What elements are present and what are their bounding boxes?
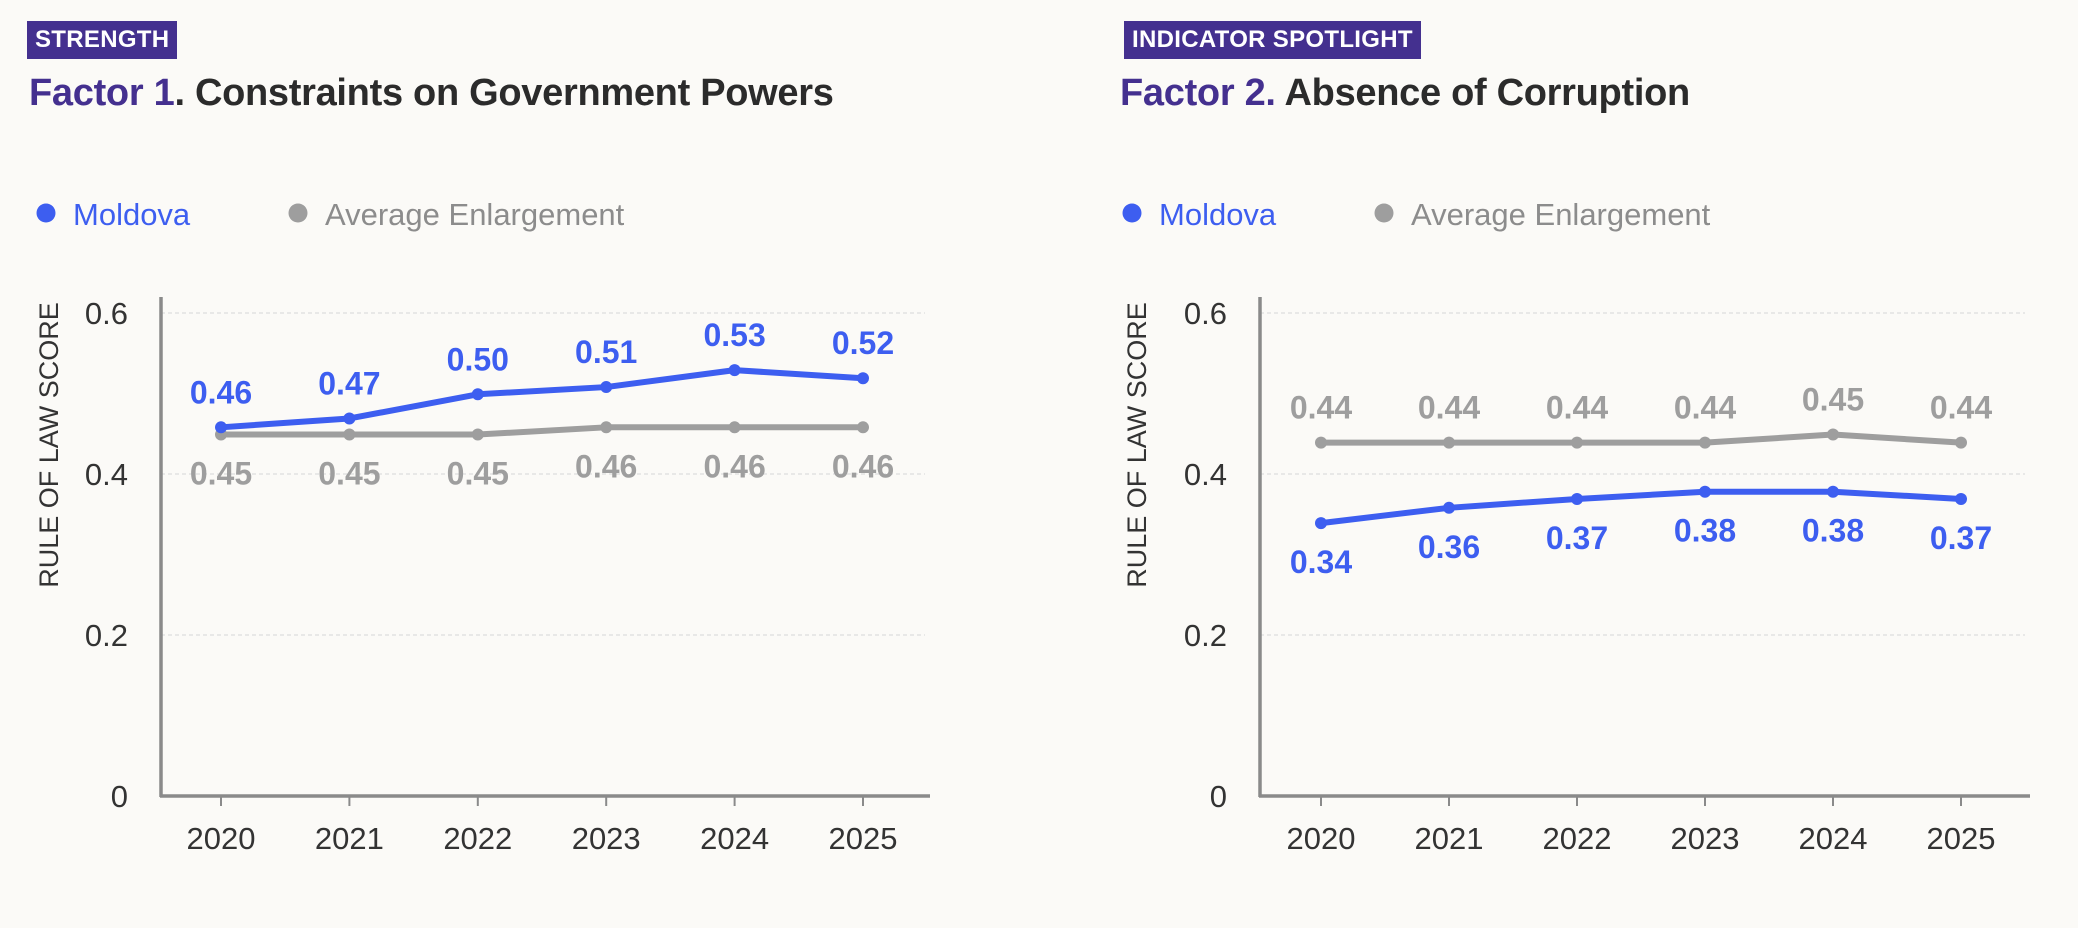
data-point-average xyxy=(1955,436,1967,449)
data-label-average: 0.46 xyxy=(832,448,894,484)
chart-panel-factor-2: INDICATOR SPOTLIGHT Factor 2. Absence of… xyxy=(1100,0,2078,928)
data-point-moldova xyxy=(857,372,869,385)
legend-label-moldova: Moldova xyxy=(73,197,191,232)
data-point-average xyxy=(857,421,869,434)
data-label-average: 0.44 xyxy=(1290,390,1352,426)
y-tick-label: 0 xyxy=(1210,779,1227,814)
title-rest: Absence of Corruption xyxy=(1275,72,1691,114)
data-label-moldova: 0.38 xyxy=(1802,513,1864,549)
chart-title: Factor 1. Constraints on Government Powe… xyxy=(29,72,834,115)
chart-title: Factor 2. Absence of Corruption xyxy=(1120,72,1690,115)
y-tick-label: 0.4 xyxy=(1184,457,1227,492)
data-label-average: 0.45 xyxy=(190,456,252,492)
data-point-average xyxy=(1443,436,1455,449)
data-label-moldova: 0.34 xyxy=(1290,544,1352,580)
y-axis-label: RULE OF LAW SCORE xyxy=(34,302,64,588)
data-point-average xyxy=(1699,436,1711,449)
data-label-moldova: 0.47 xyxy=(318,365,380,401)
line-chart: Moldova Average Enlargement RULE OF LAW SC… xyxy=(1122,197,2030,856)
data-point-moldova xyxy=(1699,485,1711,498)
x-tick-label: 2025 xyxy=(829,821,898,856)
data-point-moldova xyxy=(1955,492,1967,505)
data-label-moldova: 0.52 xyxy=(832,325,894,361)
data-point-average xyxy=(1571,436,1583,449)
series-line-average xyxy=(218,424,866,438)
indicator-spotlight-badge: INDICATOR SPOTLIGHT xyxy=(1124,21,1421,59)
data-label-moldova: 0.37 xyxy=(1930,520,1992,556)
data-label-moldova: 0.53 xyxy=(703,317,765,353)
y-tick-label: 0.2 xyxy=(85,618,128,653)
series-line-average xyxy=(1318,431,1964,446)
legend-label-moldova: Moldova xyxy=(1159,197,1277,232)
x-tick-label: 2021 xyxy=(1415,821,1484,856)
chart-panel-factor-1: STRENGTH Factor 1. Constraints on Govern… xyxy=(27,21,930,856)
data-point-average xyxy=(1827,428,1839,441)
data-point-moldova xyxy=(600,381,613,394)
series-line-moldova xyxy=(1318,488,1964,527)
data-label-average: 0.44 xyxy=(1546,390,1608,426)
data-point-average xyxy=(728,421,741,434)
x-tick-label: 2024 xyxy=(1799,821,1868,856)
x-tick-label: 2022 xyxy=(1543,821,1612,856)
y-tick-label: 0.6 xyxy=(1184,296,1227,331)
title-rest: . Constraints on Government Powers xyxy=(174,72,834,114)
data-point-moldova xyxy=(1443,501,1455,514)
data-label-moldova: 0.37 xyxy=(1546,520,1608,556)
y-tick-label: 0.2 xyxy=(1184,618,1227,653)
x-tick-label: 2023 xyxy=(572,821,641,856)
x-tick-label: 2023 xyxy=(1671,821,1740,856)
legend-label-average: Average Enlargement xyxy=(325,197,625,232)
data-label-moldova: 0.51 xyxy=(575,334,637,370)
data-point-average xyxy=(600,421,613,434)
data-point-moldova xyxy=(728,364,741,377)
data-point-moldova xyxy=(1315,517,1327,530)
legend-marker-average xyxy=(288,203,308,223)
data-point-moldova xyxy=(1571,492,1583,505)
y-tick-label: 0.4 xyxy=(85,457,128,492)
y-axis-label: RULE OF LAW SCORE xyxy=(1122,302,1152,588)
data-point-average xyxy=(471,428,484,441)
legend-marker-moldova xyxy=(36,203,56,223)
data-label-moldova: 0.46 xyxy=(190,374,252,410)
x-tick-label: 2024 xyxy=(700,821,769,856)
data-label-average: 0.45 xyxy=(318,456,380,492)
line-chart: Moldova Average Enlargement RULE OF LAW SC… xyxy=(34,197,930,856)
legend-label-average: Average Enlargement xyxy=(1411,197,1711,232)
data-label-average: 0.46 xyxy=(703,448,765,484)
data-label-average: 0.44 xyxy=(1418,390,1480,426)
x-tick-label: 2020 xyxy=(1287,821,1356,856)
data-label-moldova: 0.36 xyxy=(1418,529,1480,565)
data-point-moldova xyxy=(471,388,484,401)
title-factor: Factor 2. xyxy=(1120,72,1276,114)
x-tick-label: 2022 xyxy=(443,821,512,856)
data-label-average: 0.45 xyxy=(1802,382,1864,418)
legend-marker-moldova xyxy=(1122,203,1142,223)
data-label-average: 0.45 xyxy=(447,456,509,492)
data-point-average xyxy=(343,428,356,441)
y-tick-label: 0 xyxy=(111,779,128,814)
data-label-average: 0.44 xyxy=(1930,390,1992,426)
data-label-average: 0.44 xyxy=(1674,390,1736,426)
legend-marker-average xyxy=(1374,203,1394,223)
data-point-average xyxy=(1315,436,1327,449)
x-tick-label: 2021 xyxy=(315,821,384,856)
x-tick-label: 2020 xyxy=(187,821,256,856)
series-line-moldova xyxy=(218,367,866,431)
data-point-moldova xyxy=(1827,485,1839,498)
strength-badge: STRENGTH xyxy=(27,21,178,59)
y-tick-label: 0.6 xyxy=(85,296,128,331)
title-factor: Factor 1 xyxy=(29,72,175,114)
data-label-moldova: 0.50 xyxy=(447,341,509,377)
data-label-moldova: 0.38 xyxy=(1674,513,1736,549)
data-point-moldova xyxy=(343,412,356,425)
data-point-moldova xyxy=(215,421,227,434)
x-tick-label: 2025 xyxy=(1927,821,1996,856)
data-label-average: 0.46 xyxy=(575,448,637,484)
